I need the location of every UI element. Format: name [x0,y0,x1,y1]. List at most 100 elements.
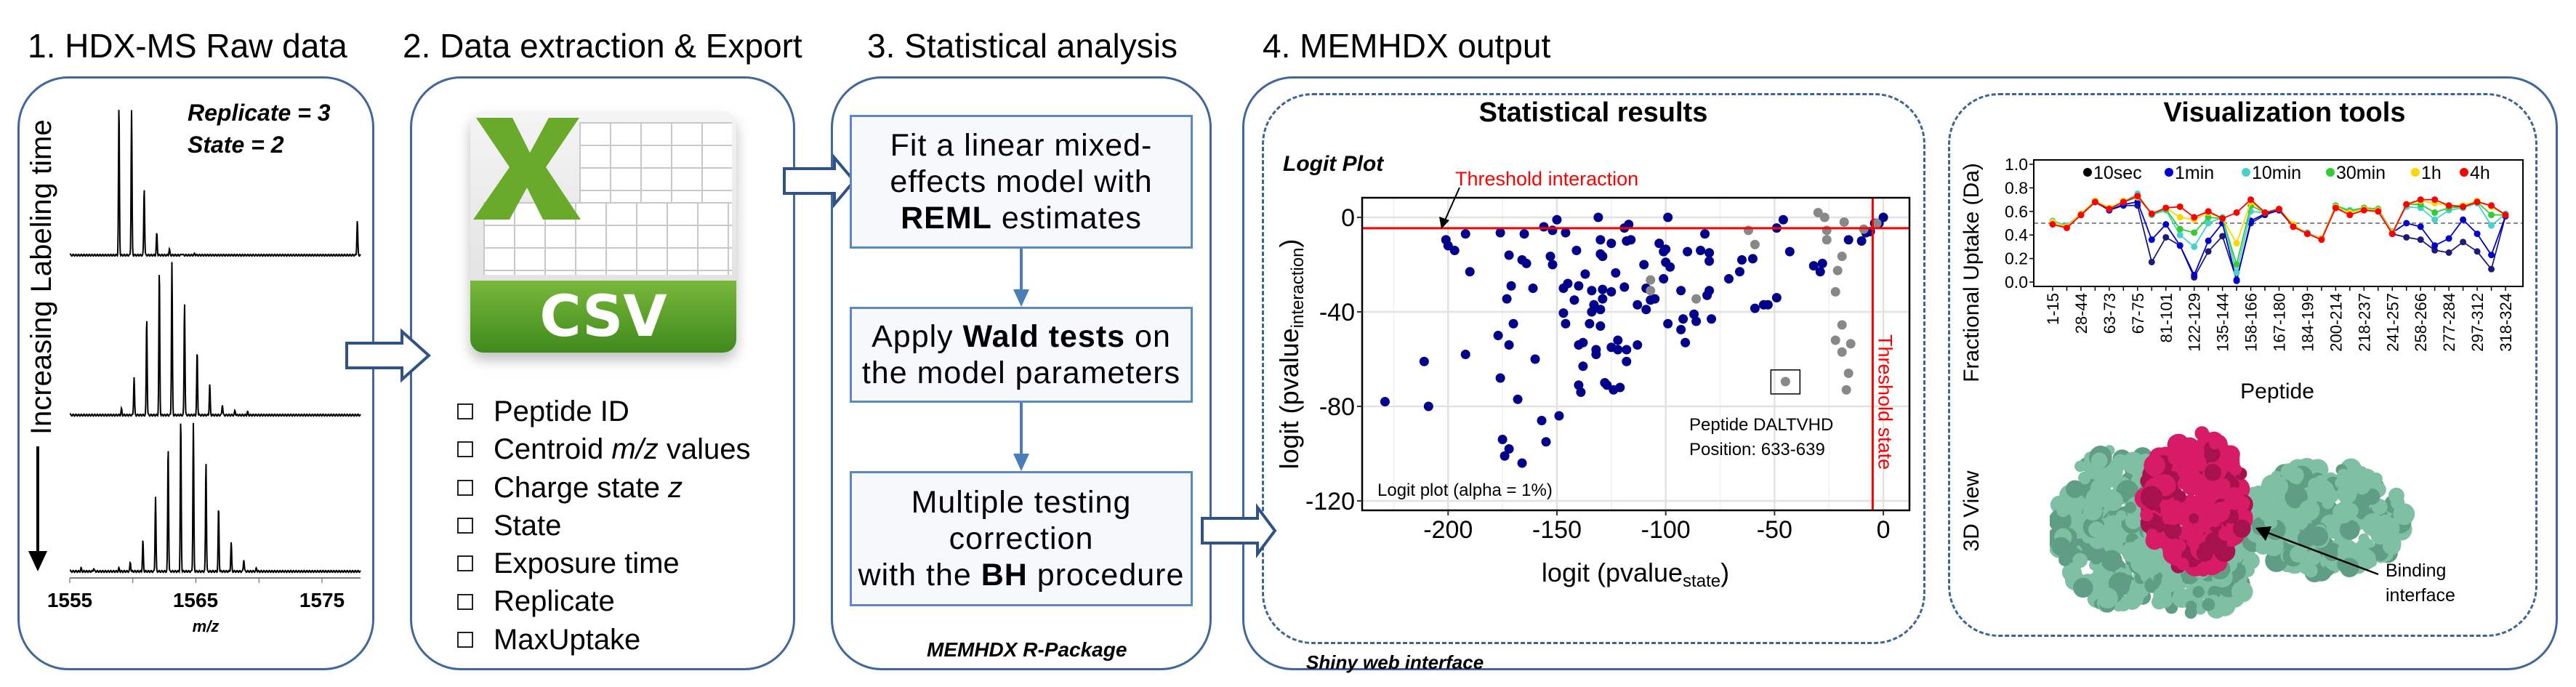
data-point-10min[interactable] [2191,243,2198,250]
data-point[interactable] [1622,356,1632,366]
data-point-30min[interactable] [2488,212,2495,219]
data-point-10sec[interactable] [2162,233,2170,241]
data-point[interactable] [1778,214,1788,225]
data-point[interactable] [1734,267,1744,277]
data-point-10sec[interactable] [2205,248,2212,255]
data-point[interactable] [1659,273,1669,284]
data-point[interactable] [1633,340,1643,350]
data-point-30min[interactable] [2431,209,2439,216]
data-point[interactable] [1460,229,1470,239]
data-point[interactable] [1837,347,1847,357]
data-point[interactable] [1561,228,1571,238]
data-point[interactable] [1578,361,1588,371]
data-point-1min[interactable] [2460,216,2467,223]
data-point[interactable] [1497,434,1508,444]
data-point[interactable] [1530,354,1540,364]
data-point-10min[interactable] [2488,222,2495,229]
data-point[interactable] [1465,267,1475,277]
data-point[interactable] [1554,411,1564,421]
data-point[interactable] [1700,229,1710,239]
data-point[interactable] [1493,330,1503,340]
data-point[interactable] [1547,260,1558,270]
data-point[interactable] [1591,345,1601,355]
data-point[interactable] [1606,286,1617,297]
data-point[interactable] [1506,281,1516,291]
data-point[interactable] [1545,252,1555,262]
data-point-1h[interactable] [2233,240,2240,247]
data-point[interactable] [1691,294,1702,304]
data-point-4h[interactable] [2332,204,2339,212]
data-point[interactable] [1513,394,1523,404]
data-point[interactable] [1641,305,1651,315]
data-point[interactable] [1872,218,1882,228]
data-point[interactable] [1619,282,1630,292]
data-point-4h[interactable] [2318,236,2325,244]
data-point[interactable] [1574,380,1584,390]
data-point-4h[interactable] [2148,210,2155,217]
data-point-4h[interactable] [2502,212,2509,219]
data-point[interactable] [1822,235,1832,245]
data-point-30min[interactable] [2176,225,2183,233]
data-point-4h[interactable] [2077,212,2085,219]
data-point-4h[interactable] [2261,209,2269,216]
data-point[interactable] [1552,214,1562,225]
data-point-4h[interactable] [2120,198,2127,206]
data-point-10sec[interactable] [2460,238,2467,246]
data-point-30min[interactable] [2191,229,2198,236]
data-point-10sec[interactable] [2403,233,2410,241]
data-point-1min[interactable] [2431,242,2439,249]
data-point[interactable] [1541,437,1551,447]
data-point[interactable] [1595,321,1606,331]
data-point-4h[interactable] [2375,208,2382,215]
data-point[interactable] [1613,335,1623,345]
data-point-4h[interactable] [2091,198,2098,206]
data-point-4h[interactable] [2403,201,2410,208]
data-point[interactable] [1508,318,1518,329]
data-point[interactable] [1830,286,1840,297]
data-point[interactable] [1443,241,1453,251]
data-point[interactable] [1704,256,1715,266]
data-point[interactable] [1689,309,1699,319]
data-point[interactable] [1650,294,1660,304]
data-point[interactable] [1723,273,1734,284]
data-point[interactable] [1704,286,1715,296]
data-point-10min[interactable] [2431,216,2439,223]
data-point-10sec[interactable] [2488,265,2495,273]
data-point[interactable] [1613,345,1623,355]
data-point-4h[interactable] [2290,223,2297,230]
data-point[interactable] [1595,305,1606,315]
data-point[interactable] [1683,246,1693,257]
data-point[interactable] [1521,258,1531,268]
data-point[interactable] [1598,284,1608,294]
data-point[interactable] [1611,268,1621,278]
data-point[interactable] [1678,314,1689,324]
data-point[interactable] [1639,260,1649,270]
data-point-1min[interactable] [2403,220,2410,227]
data-point[interactable] [1646,286,1656,296]
data-point[interactable] [1819,212,1830,222]
data-point[interactable] [1665,262,1675,272]
data-point[interactable] [1830,335,1840,345]
data-point[interactable] [1815,267,1825,277]
data-point-4h[interactable] [2176,203,2183,210]
data-point[interactable] [1626,235,1636,245]
data-point-1min[interactable] [2176,242,2183,249]
checkbox[interactable] [457,518,473,534]
data-point[interactable] [1841,385,1851,395]
data-point[interactable] [1571,245,1582,255]
data-point[interactable] [1423,401,1433,411]
data-point[interactable] [1691,316,1702,326]
data-point[interactable] [1661,244,1671,254]
data-point[interactable] [1574,281,1584,291]
data-point[interactable] [1839,217,1849,227]
data-point-4h[interactable] [2205,208,2212,215]
data-point[interactable] [1606,238,1617,249]
data-point[interactable] [1633,300,1643,310]
data-point[interactable] [1654,238,1665,249]
data-point[interactable] [1517,458,1527,468]
data-point[interactable] [1587,286,1597,296]
data-point[interactable] [1460,349,1470,359]
data-point-1min[interactable] [2134,198,2141,206]
data-point[interactable] [1843,368,1853,378]
data-point[interactable] [1663,318,1673,329]
